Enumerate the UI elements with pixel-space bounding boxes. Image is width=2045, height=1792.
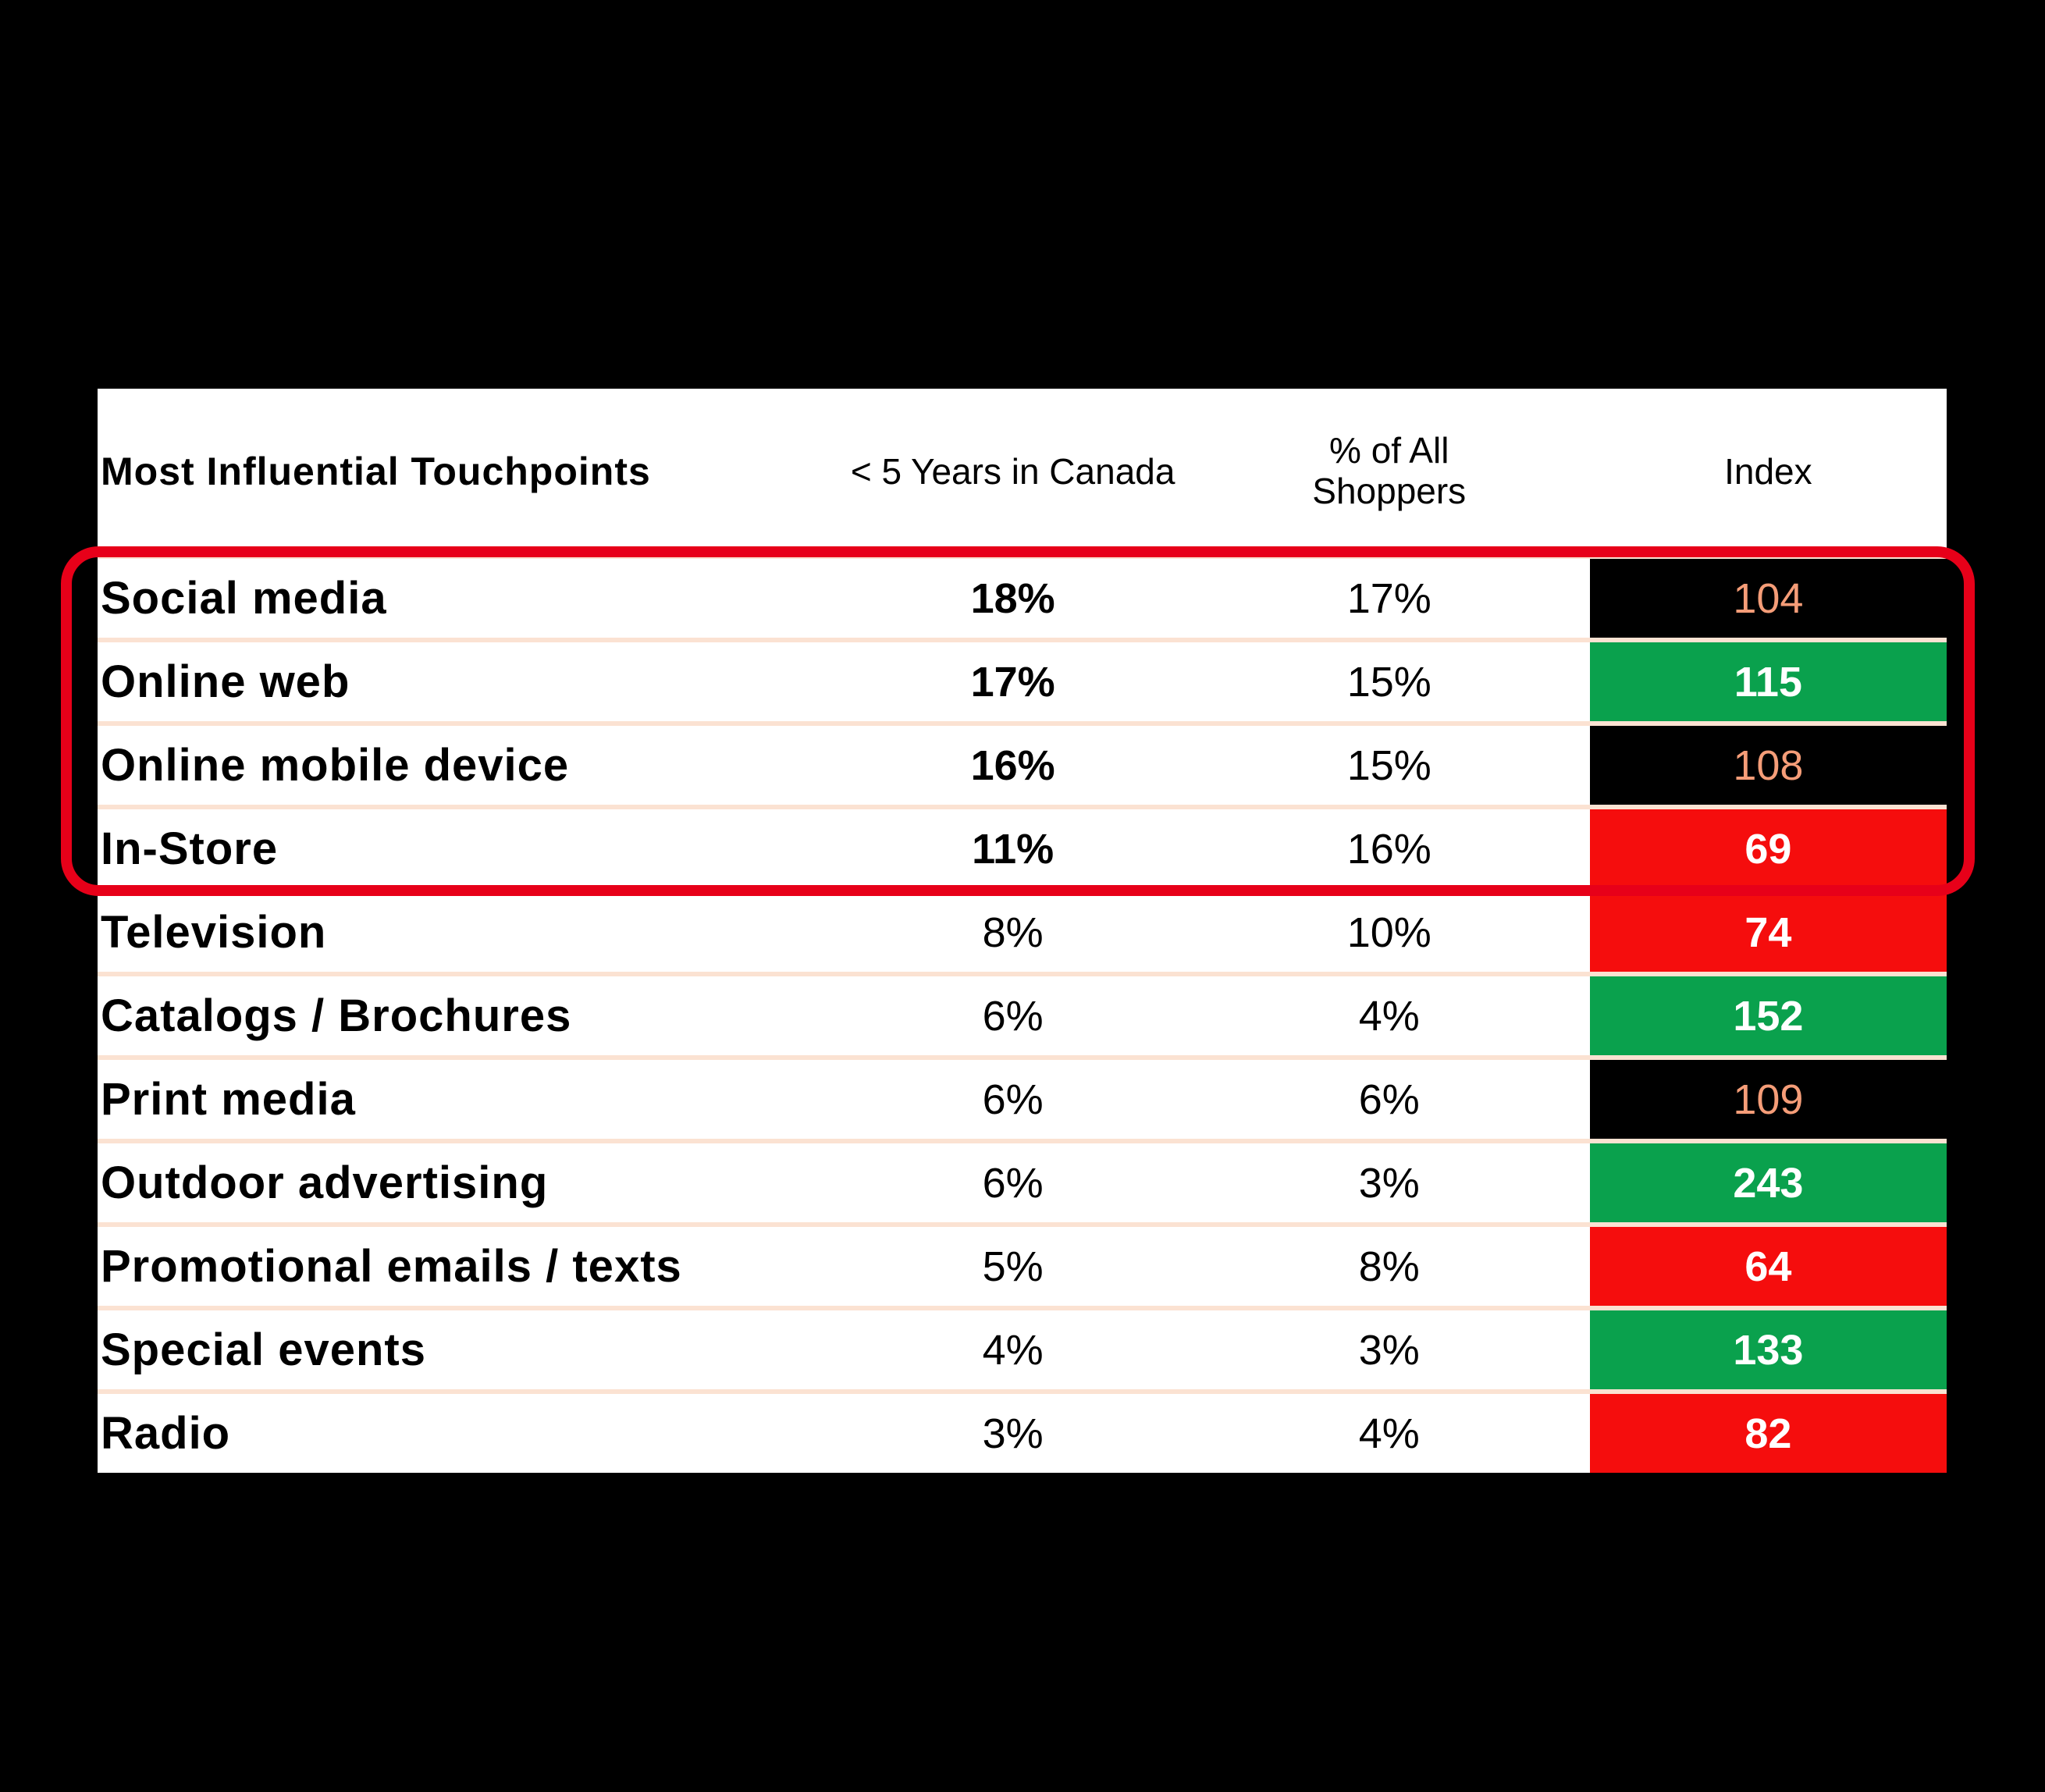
table-row: Online web 17% 15% 115 [98,638,1947,721]
table-row: Promotional emails / texts 5% 8% 64 [98,1222,1947,1306]
lt5-years-value: 16% [970,741,1055,789]
table-row: Outdoor advertising 6% 3% 243 [98,1139,1947,1222]
index-value-cell: 115 [1589,642,1947,721]
index-value-cell: 104 [1589,559,1947,638]
table-header-row: Most Influential Touchpoints < 5 Years i… [98,389,1947,554]
header-all-shoppers: % of All Shoppers [1189,431,1590,511]
row-label: In-Store [101,823,279,874]
index-value-cell: 108 [1589,726,1947,805]
table-row: Special events 4% 3% 133 [98,1306,1947,1389]
index-value-cell: 82 [1589,1394,1947,1473]
lt5-years-value: 18% [970,574,1055,622]
lt5-years-value: 11% [972,825,1055,873]
index-value-cell: 133 [1589,1310,1947,1389]
row-label: Special events [101,1324,426,1375]
header-all-shoppers-line1: % of All [1329,430,1449,471]
lt5-years-value: 6% [982,1076,1044,1123]
touchpoints-table: Most Influential Touchpoints < 5 Years i… [98,389,1947,1473]
all-shoppers-value: 3% [1358,1159,1420,1207]
index-value-cell: 69 [1589,809,1947,888]
table-row: Catalogs / Brochures 6% 4% 152 [98,972,1947,1055]
index-value-cell: 243 [1589,1143,1947,1222]
lt5-years-value: 6% [982,1159,1044,1207]
table-row: Social media 18% 17% 104 [98,554,1947,638]
header-touchpoints: Most Influential Touchpoints [101,450,651,493]
row-label: Social media [101,573,387,624]
lt5-years-value: 6% [982,992,1044,1040]
row-label: Online mobile device [101,740,570,791]
header-all-shoppers-line2: Shoppers [1312,471,1467,511]
all-shoppers-value: 4% [1358,1410,1420,1457]
lt5-years-value: 5% [982,1243,1044,1290]
table-row: In-Store 11% 16% 69 [98,805,1947,888]
row-label: Print media [101,1074,356,1125]
all-shoppers-value: 6% [1358,1076,1420,1123]
index-value-cell: 74 [1589,893,1947,972]
all-shoppers-value: 4% [1358,992,1420,1040]
row-label: Catalogs / Brochures [101,990,572,1041]
all-shoppers-value: 17% [1346,574,1432,622]
all-shoppers-value: 10% [1346,908,1432,956]
row-label: Television [101,907,327,958]
lt5-years-value: 4% [982,1326,1044,1374]
all-shoppers-value: 8% [1358,1243,1420,1290]
header-lt5-years: < 5 Years in Canada [850,451,1175,492]
all-shoppers-value: 15% [1346,741,1432,789]
all-shoppers-value: 15% [1346,658,1432,706]
table-row: Television 8% 10% 74 [98,888,1947,972]
row-label: Radio [101,1408,231,1459]
table-row: Online mobile device 16% 15% 108 [98,721,1947,805]
index-value-cell: 109 [1589,1060,1947,1139]
row-label: Promotional emails / texts [101,1241,682,1292]
lt5-years-value: 3% [982,1410,1044,1457]
all-shoppers-value: 3% [1358,1326,1420,1374]
index-value-cell: 152 [1589,976,1947,1055]
index-value-cell: 64 [1589,1227,1947,1306]
row-label: Outdoor advertising [101,1157,549,1208]
table-row: Print media 6% 6% 109 [98,1055,1947,1139]
all-shoppers-value: 16% [1346,825,1432,873]
lt5-years-value: 8% [982,908,1044,956]
table-row: Radio 3% 4% 82 [98,1389,1947,1473]
lt5-years-value: 17% [970,658,1055,706]
header-index: Index [1724,451,1812,492]
row-label: Online web [101,656,350,707]
